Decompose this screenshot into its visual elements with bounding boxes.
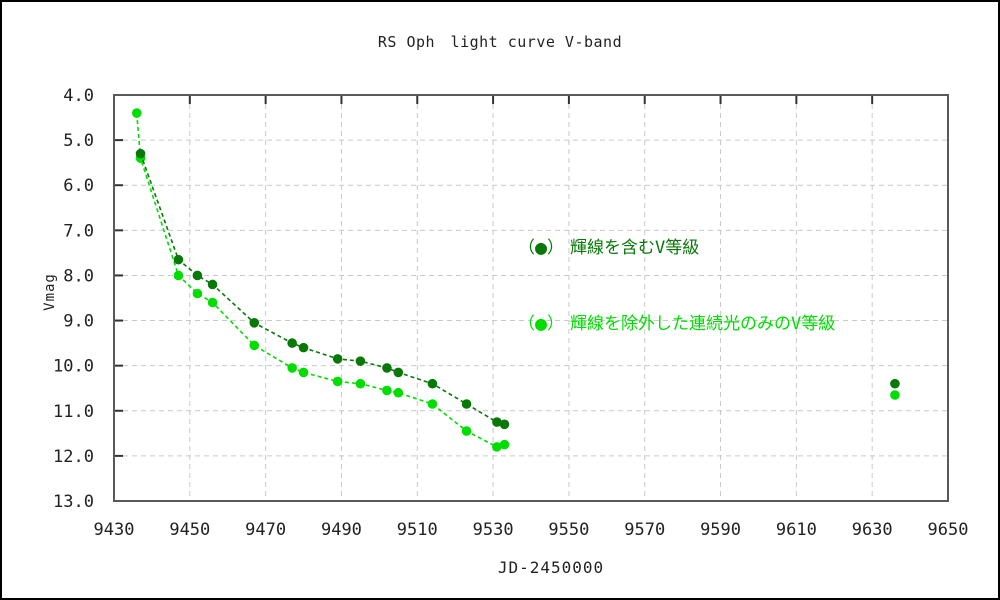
x-tick-label: 9650 (928, 520, 969, 540)
x-axis-title: JD-2450000 (497, 558, 605, 577)
y-tick-label: 8.0 (63, 266, 94, 286)
y-tick-label: 11.0 (53, 402, 94, 422)
x-tick-label: 9590 (700, 520, 741, 540)
y-tick-label: 5.0 (63, 131, 94, 151)
data-point (355, 356, 366, 366)
x-tick-label: 9550 (548, 520, 589, 540)
data-point (173, 254, 184, 265)
data-point (298, 342, 309, 353)
legend-marker-light: （●） (518, 311, 565, 335)
y-tick-label: 4.0 (63, 86, 94, 106)
data-point (207, 279, 218, 290)
data-point (287, 338, 297, 348)
data-point (287, 363, 297, 373)
legend: （●） 輝線を含むV等級 （●） 輝線を除外した連続光のみのV等級 (518, 185, 835, 387)
x-tick-label: 9450 (169, 520, 210, 540)
data-point (492, 417, 502, 427)
x-tick-label: 9530 (473, 520, 514, 540)
plot-frame (113, 94, 949, 502)
x-tick-label: 9490 (321, 520, 362, 540)
data-point (382, 385, 392, 396)
y-tick-label: 7.0 (63, 221, 94, 241)
y-tick-label: 13.0 (53, 492, 94, 512)
data-point (461, 399, 472, 409)
dark-green-dot-icon: ● (535, 235, 548, 259)
data-point (492, 442, 502, 452)
data-point (499, 419, 510, 430)
data-point (382, 363, 392, 373)
x-tick-label: 9470 (245, 520, 286, 540)
x-tick-label: 9430 (94, 520, 135, 540)
data-point (135, 148, 146, 159)
data-point (427, 378, 438, 389)
x-tick-label: 9630 (852, 520, 893, 540)
data-point (298, 367, 309, 378)
x-tick-label: 9510 (397, 520, 438, 540)
data-point (499, 439, 510, 450)
legend-marker-dark: （●） (518, 235, 565, 259)
data-point (890, 378, 900, 389)
chart-title: RS Oph light curve V-band (377, 33, 623, 51)
y-tick-label: 12.0 (53, 447, 94, 467)
data-point (131, 108, 142, 118)
light-green-dot-icon: ● (535, 311, 548, 335)
y-tick-label: 9.0 (63, 312, 94, 332)
data-point (249, 340, 260, 351)
data-point (249, 318, 260, 328)
legend-label: 輝線を除外した連続光のみのV等級 (570, 314, 836, 334)
data-point (192, 270, 203, 281)
data-point (192, 288, 203, 299)
x-tick-label: 9570 (624, 520, 665, 540)
data-point (461, 426, 472, 436)
legend-item-with-emission: （●） 輝線を含むV等級 (518, 235, 835, 261)
data-point (332, 354, 343, 364)
data-point (393, 367, 404, 378)
legend-label: 輝線を含むV等級 (570, 238, 700, 258)
data-point (427, 399, 438, 409)
data-point (173, 270, 184, 281)
data-point (890, 390, 900, 400)
data-point (393, 387, 404, 398)
data-point (332, 376, 343, 387)
data-point (355, 378, 366, 389)
y-tick-label: 10.0 (53, 357, 94, 377)
x-tick-label: 9610 (776, 520, 817, 540)
y-tick-label: 6.0 (63, 176, 94, 196)
data-point (207, 297, 218, 308)
legend-item-continuum-only: （●） 輝線を除外した連続光のみのV等級 (518, 311, 835, 337)
